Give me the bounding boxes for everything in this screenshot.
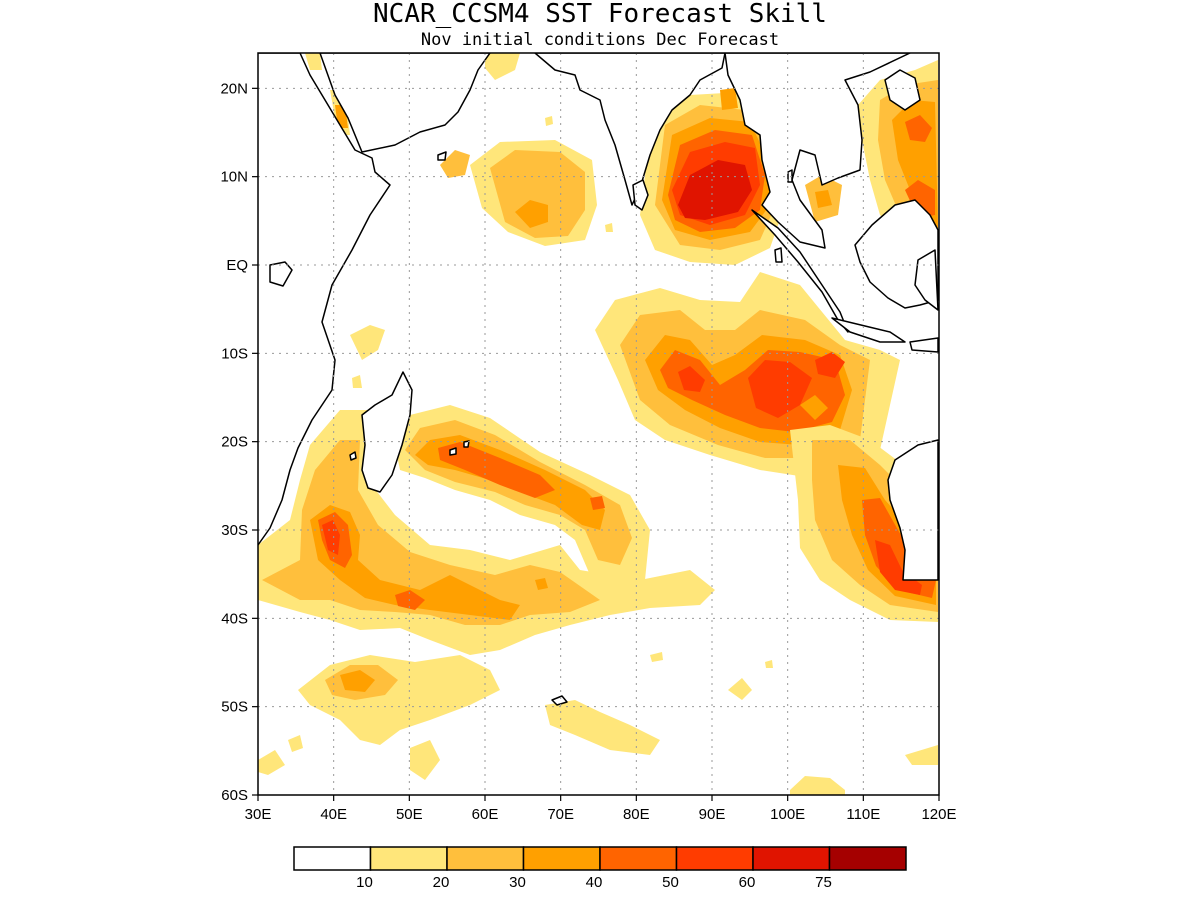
colorbar-label: 75	[815, 874, 832, 891]
tick-label-lon: 30E	[245, 806, 272, 823]
figure-subtitle: Nov initial conditions Dec Forecast	[421, 30, 779, 50]
map-frame	[257, 52, 940, 796]
tick-label-lat: 30S	[221, 522, 248, 539]
shade-mascarene	[395, 405, 650, 590]
coast-indochina	[724, 53, 911, 249]
tick-label-lat: 10N	[220, 169, 248, 186]
tick-label-lon: 100E	[770, 806, 805, 823]
coastlines	[258, 53, 939, 706]
tick-label-lon: 50E	[396, 806, 423, 823]
colorbar-label: 10	[356, 874, 373, 891]
colorbar-label: 60	[739, 874, 756, 891]
coast-africa	[258, 53, 391, 546]
coast-australia	[887, 439, 939, 581]
colorbar-swatch	[675, 846, 754, 871]
colorbar-label: 50	[662, 874, 679, 891]
coast-java	[831, 317, 906, 343]
gridlines	[258, 53, 939, 795]
tick-label-lat: 20S	[221, 434, 248, 451]
tick-label-lat: 40S	[221, 610, 248, 627]
colorbar-swatch	[446, 846, 525, 871]
tick-label-lat: 50S	[221, 699, 248, 716]
figure-title: NCAR_CCSM4 SST Forecast Skill	[373, 0, 827, 29]
shade-arabian-sea	[440, 140, 597, 246]
coast-sumatra-small	[774, 247, 783, 263]
colorbar-swatch	[752, 846, 831, 871]
colorbar-label: 40	[586, 874, 603, 891]
tick-label-lon: 120E	[921, 806, 956, 823]
coast-arabia	[319, 53, 491, 153]
colorbar-swatch	[599, 846, 678, 871]
colorbar-swatch	[369, 846, 448, 871]
colorbar-swatch	[522, 846, 601, 871]
coast-reunion	[463, 440, 470, 448]
coast-seychelles	[269, 261, 293, 287]
coast-lesser-sunda	[909, 337, 939, 353]
coast-mauritius	[449, 447, 457, 456]
coast-kerguelen	[551, 695, 568, 706]
coast-philippines	[884, 69, 921, 111]
coast-andaman	[787, 169, 793, 183]
tick-label-lat: 20N	[220, 80, 248, 97]
tick-label-lon: 60E	[472, 806, 499, 823]
coast-madagascar	[361, 371, 413, 493]
tick-label-lat: 60S	[221, 787, 248, 804]
coast-socotra	[437, 151, 447, 161]
shade-southern-ocean	[258, 652, 938, 795]
tick-label-lon: 40E	[320, 806, 347, 823]
tick-label-lon: 90E	[699, 806, 726, 823]
colorbar-swatch	[293, 846, 372, 871]
tick-label-lat: 10S	[221, 345, 248, 362]
coast-sulawesi	[914, 249, 939, 311]
tick-label-lon: 80E	[623, 806, 650, 823]
tick-label-lat: EQ	[226, 257, 248, 274]
tick-label-lon: 70E	[547, 806, 574, 823]
shade-sw-indian	[258, 410, 715, 655]
axis-ticks: 30E 40E 50E 60E 70E 80E 90E 100E 110E 120E 20N 10N E…	[220, 80, 956, 823]
shade-coastal-north	[305, 53, 738, 388]
colorbar-swatch	[828, 846, 907, 871]
colorbar: 10 20 30 40 50 60 75	[293, 846, 907, 891]
coast-comoros	[349, 451, 357, 461]
colorbar-label: 30	[509, 874, 526, 891]
colorbar-label: 20	[433, 874, 450, 891]
shade-bay-of-bengal	[640, 92, 785, 265]
tick-label-lon: 110E	[846, 806, 880, 823]
